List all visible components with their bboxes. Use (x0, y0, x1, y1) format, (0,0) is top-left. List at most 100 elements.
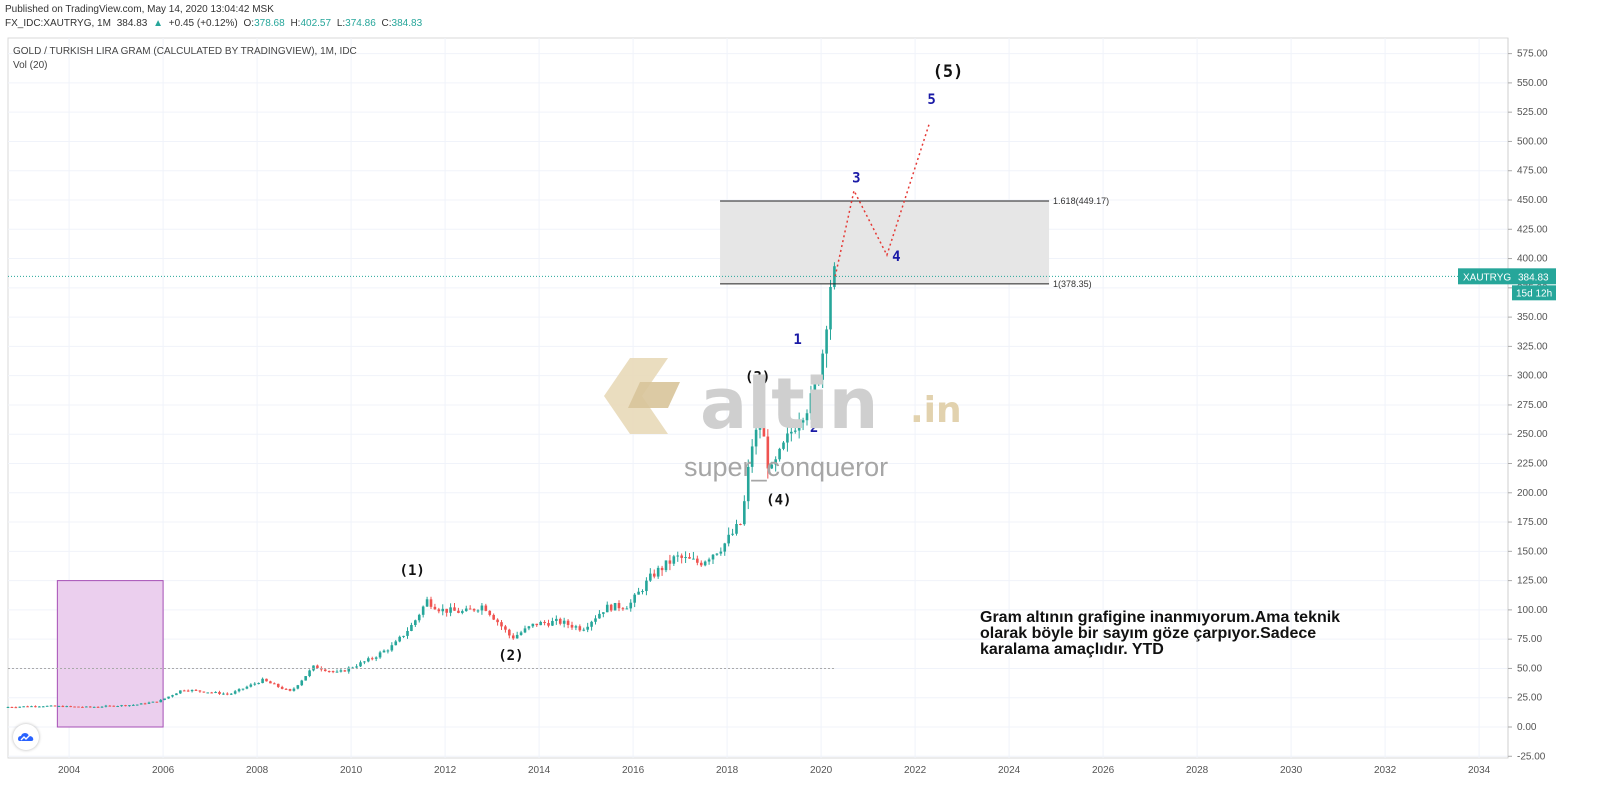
candle-body (202, 691, 206, 693)
candle-body (135, 704, 139, 706)
candle-body (132, 704, 135, 706)
candle-body (699, 562, 703, 566)
price-tick-label: 550.00 (1517, 78, 1548, 89)
wave-label: (5) (933, 62, 964, 82)
candle-body (535, 623, 539, 626)
candle-body (707, 559, 711, 562)
wave-label: 1 (793, 332, 801, 348)
candle-body (523, 628, 527, 633)
candle-body (817, 379, 821, 384)
candle-body (621, 608, 625, 610)
candle-body (343, 670, 347, 672)
candle-body (441, 608, 445, 612)
candle-body (801, 420, 805, 423)
candle-body (429, 599, 433, 607)
price-tick-label: 175.00 (1517, 517, 1548, 528)
candle-body (746, 466, 750, 502)
candle-body (30, 706, 33, 708)
candle-body (684, 557, 687, 559)
candle-body (112, 705, 116, 707)
candle-body (179, 690, 182, 694)
candle-body (719, 551, 723, 554)
candle-body (766, 436, 770, 469)
candle-body (449, 607, 452, 613)
candle-body (696, 558, 699, 563)
candle-body (825, 329, 828, 354)
candle-body (190, 689, 194, 692)
time-axis: 2004 2006 2008 2010 2012 2014 2016 2018 2020 2022… (58, 765, 1491, 776)
candle-body (480, 605, 484, 611)
tradingview-cloud-icon[interactable] (13, 724, 39, 750)
wave-label: (1) (400, 563, 425, 579)
candle-body (629, 602, 633, 609)
price-tick-label: 525.00 (1517, 107, 1548, 118)
candle-body (394, 641, 398, 646)
candle-body (613, 603, 617, 611)
time-tick-label: 2012 (434, 765, 457, 776)
price-tick-label: 500.00 (1517, 136, 1548, 147)
time-tick-label: 2010 (340, 765, 363, 776)
candle-body (605, 604, 609, 613)
candle-body (664, 560, 668, 571)
wave-label: (4) (766, 492, 791, 508)
time-tick-label: 2008 (246, 765, 269, 776)
time-tick-label: 2030 (1280, 765, 1303, 776)
candle-body (222, 693, 225, 695)
candle-body (774, 459, 777, 465)
candle-body (472, 608, 476, 611)
candle-body (680, 555, 683, 558)
price-tick-label: 25.00 (1517, 693, 1542, 704)
candle-body (410, 625, 413, 631)
candle-body (688, 557, 691, 559)
candle-body (649, 573, 652, 581)
candle-body (104, 705, 108, 707)
price-axis: 575.00 550.00 525.00 500.00 475.00 450.00 425.… (1507, 38, 1548, 762)
candle-body (417, 614, 421, 621)
candle-body (390, 645, 394, 651)
candle-body (276, 683, 280, 687)
candle-body (359, 662, 362, 667)
candle-body (96, 706, 100, 708)
candle-body (645, 580, 648, 592)
price-chart[interactable]: 1.618(449.17)1(378.35) (1)(2)(3)(4)(5)12… (0, 36, 1600, 804)
candle-body (398, 636, 401, 642)
price-tick-label: 150.00 (1517, 546, 1548, 557)
candle-body (582, 629, 586, 631)
candle-body (124, 705, 127, 707)
candle-body (633, 594, 636, 603)
candle-body (735, 524, 738, 534)
up-arrow-icon: ▲ (153, 18, 164, 29)
candle-body (155, 701, 159, 703)
candle-body (492, 614, 495, 620)
candle-body (558, 618, 562, 624)
candle-body (468, 608, 472, 610)
ohlc-line: FX_IDC:XAUTRYG, 1M 384.83 ▲ +0.45 (+0.12… (5, 18, 425, 29)
candle-body (73, 706, 76, 708)
watermark-logo-suffix: .in (910, 390, 962, 431)
candle-body (770, 464, 774, 469)
time-tick-label: 2006 (152, 765, 175, 776)
highlight-box (56, 580, 164, 728)
candle-body (715, 553, 719, 555)
candle-body (692, 558, 695, 560)
price-tick-label: 400.00 (1517, 254, 1548, 265)
candle-body (488, 610, 492, 615)
candle-body (237, 689, 241, 692)
candle-body (676, 555, 680, 557)
candle-body (547, 623, 550, 626)
candle-body (214, 691, 217, 693)
time-tick-label: 2034 (1468, 765, 1491, 776)
candle-body (762, 426, 766, 437)
candle-body (26, 706, 29, 708)
price-tick-label: 350.00 (1517, 312, 1548, 323)
open-label: O: (243, 18, 255, 29)
candle-body (703, 561, 707, 566)
annotation-text: Gram altının grafigine inanmıyorum.Ama t… (980, 610, 1360, 658)
candle-body (590, 621, 593, 627)
candle-body (128, 705, 131, 707)
candle-body (355, 666, 358, 668)
candle-body (253, 683, 257, 685)
volume-legend: Vol (20) (13, 60, 48, 71)
low-label: L: (336, 18, 346, 29)
price-tick-label: 225.00 (1517, 459, 1548, 470)
